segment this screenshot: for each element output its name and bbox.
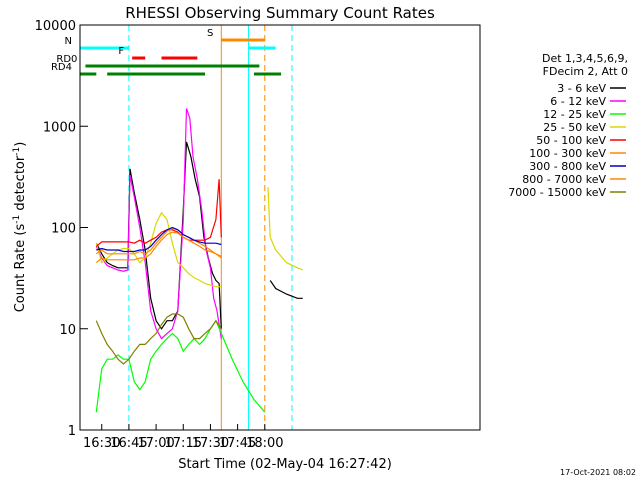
- series-3-6-kev-late-line: [269, 280, 303, 299]
- legend-label-6-12-kev: 6 - 12 keV: [550, 95, 606, 108]
- legend-label-7000-15000-kev: 7000 - 15000 keV: [508, 186, 606, 199]
- interval-rd4-label: RD4: [51, 62, 72, 73]
- y-axis-label: Count Rate (s-1 detector-1): [12, 142, 28, 313]
- x-tick-label-17-00: 17:00: [137, 436, 174, 451]
- legend-label-50-100-kev: 50 - 100 keV: [536, 134, 606, 147]
- interval-f-label: F: [118, 46, 124, 57]
- y-axis: 1 10 100 1000 10000: [35, 19, 88, 439]
- legend-header-0: Det 1,3,4,5,6,9,: [542, 52, 628, 65]
- series-6-12-kev-line: [95, 108, 222, 340]
- chart-title: RHESSI Observing Summary Count Rates: [125, 4, 435, 22]
- legend-label-3-6-kev: 3 - 6 keV: [557, 82, 606, 95]
- interval-s-label: S: [207, 28, 213, 39]
- series-25-50-kev-late-line: [267, 187, 304, 271]
- legend-label-25-50-kev: 25 - 50 keV: [543, 121, 606, 134]
- series-300-800-kev-line: [96, 226, 222, 253]
- y-axis-label-sup2: -1: [12, 147, 22, 156]
- legend-label-100-300-kev: 100 - 300 keV: [529, 147, 606, 160]
- y-tick-label-1: 1: [68, 424, 76, 439]
- y-tick-label-100: 100: [51, 222, 76, 237]
- legend-label-12-25-kev: 12 - 25 keV: [543, 108, 606, 121]
- series-50-100-kev-line: [95, 179, 222, 247]
- y-tick-label-1000: 1000: [43, 120, 76, 135]
- interval-n-label: N: [65, 36, 72, 47]
- y-axis-label-main: Count Rate (s: [13, 224, 28, 313]
- x-tick-label-17-15: 17:15: [165, 436, 202, 451]
- x-tick-label-17-30: 17:30: [192, 436, 229, 451]
- series-800-7000-kev-line: [95, 231, 222, 264]
- x-axis-label: Start Time (02-May-04 16:27:42): [178, 457, 392, 472]
- y-axis-label-end: ): [13, 142, 28, 147]
- legend-label-300-800-kev: 300 - 800 keV: [529, 160, 606, 173]
- legend: Det 1,3,4,5,6,9,FDecim 2, Att 0 3 - 6 keV…: [508, 52, 628, 199]
- y-tick-label-10000: 10000: [35, 19, 76, 34]
- x-tick-label-17-45: 17:45: [219, 436, 256, 451]
- legend-label-800-7000-kev: 800 - 7000 keV: [522, 173, 606, 186]
- data-series-group: [95, 108, 304, 413]
- x-tick-label-18-00: 18:00: [246, 436, 283, 451]
- x-tick-label-16-30: 16:30: [83, 436, 120, 451]
- footer-timestamp: 17-Oct-2021 08:02: [560, 468, 636, 477]
- y-axis-label-mid: detector: [13, 155, 28, 215]
- legend-header-1: FDecim 2, Att 0: [543, 65, 628, 78]
- series-100-300-kev-line: [95, 227, 222, 259]
- interval-rd0-label: RD0: [56, 54, 77, 65]
- series-25-50-kev-line: [95, 211, 222, 288]
- x-tick-label-16-45: 16:45: [110, 436, 147, 451]
- series-12-25-kev-line: [95, 319, 266, 413]
- y-axis-label-sup1: -1: [12, 215, 22, 224]
- series-7000-15000-kev-line: [95, 313, 222, 365]
- y-tick-label-10: 10: [59, 323, 76, 338]
